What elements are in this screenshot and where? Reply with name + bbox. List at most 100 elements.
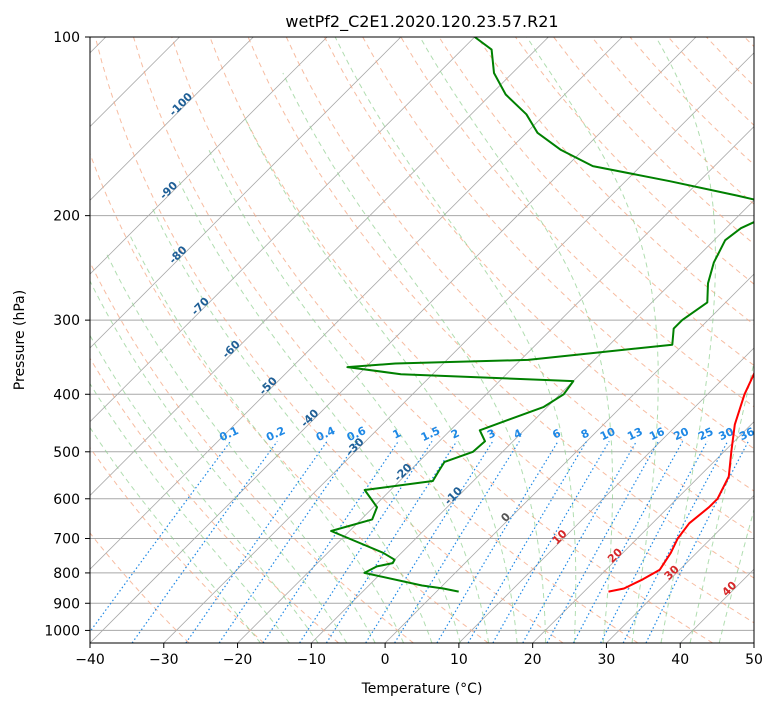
moist-adiabat-line xyxy=(526,37,659,643)
dry-adiabat-line xyxy=(514,37,754,285)
dry-adiabat-line xyxy=(209,37,754,624)
adiabat-temperature-label: -20 xyxy=(391,461,414,484)
dry-adiabat-line xyxy=(744,37,754,48)
adiabat-temperature-label: -90 xyxy=(157,179,180,202)
dry-adiabat-line xyxy=(438,37,754,367)
moist-adiabat-line xyxy=(242,114,518,643)
y-tick-label: 700 xyxy=(53,532,80,548)
isotherm-line xyxy=(90,37,475,423)
x-tick-label: 0 xyxy=(381,652,390,668)
isotherm-line xyxy=(90,37,328,275)
mixing-ratio-line xyxy=(90,440,231,633)
mixing-ratio-line xyxy=(394,440,520,643)
skewed-isotherms xyxy=(90,37,754,643)
x-axis-ticks: −40 −30 −20 −10 0 10 20 30 40 50 xyxy=(75,643,763,668)
isotherm-line xyxy=(90,37,549,497)
isotherm-line xyxy=(753,642,754,643)
mixing-ratio-label: 30 xyxy=(717,425,737,443)
moist-adiabat-line xyxy=(178,180,461,643)
y-tick-label: 1000 xyxy=(44,623,80,639)
moist-adiabat-line xyxy=(334,37,577,643)
x-tick-label: −30 xyxy=(149,652,179,668)
adiabat-temperature-label: -40 xyxy=(298,406,321,429)
y-tick-label: 100 xyxy=(53,30,80,46)
x-tick-label: 40 xyxy=(671,652,689,668)
dry-adiabat-line xyxy=(629,37,754,166)
mixing-ratio-label: 1.5 xyxy=(419,424,442,444)
dry-adiabat-line xyxy=(90,357,339,643)
moist-adiabat-line xyxy=(419,37,614,643)
isotherm-line xyxy=(679,568,754,643)
mixing-ratio-line xyxy=(522,440,638,643)
sounding-profiles xyxy=(330,37,754,593)
mixing-ratio-lines xyxy=(90,440,749,643)
moist-adiabat-line xyxy=(655,37,717,643)
x-tick-label: 10 xyxy=(450,652,468,668)
moist-adiabat-line xyxy=(152,208,433,643)
dry-adiabat-line xyxy=(706,37,754,87)
adiabat-temperature-label: 40 xyxy=(719,579,739,599)
adiabat-temperature-label: 20 xyxy=(605,545,625,565)
dry-adiabat-line xyxy=(90,261,414,643)
mixing-ratio-label: 13 xyxy=(625,425,644,443)
mixing-ratio-line xyxy=(365,440,494,643)
moist-adiabat-line xyxy=(208,149,490,643)
dry-adiabat-line xyxy=(90,152,489,643)
dry-adiabat-line xyxy=(171,37,713,643)
mixing-ratio-label: 1 xyxy=(391,427,403,442)
mixing-ratio-label: 0.2 xyxy=(264,424,287,444)
isotherm-line xyxy=(384,273,754,643)
adiabat-temperature-label: 10 xyxy=(550,527,570,547)
y-tick-label: 400 xyxy=(53,387,80,403)
adiabat-temperature-label: -80 xyxy=(166,243,189,266)
dry-adiabat-line xyxy=(362,37,754,450)
x-tick-label: −20 xyxy=(223,652,253,668)
x-tick-label: 20 xyxy=(524,652,542,668)
moist-adiabat-line xyxy=(718,507,754,643)
moist-adiabat-line xyxy=(105,251,376,643)
chart-title: wetPf2_C2E1.2020.120.23.57.R21 xyxy=(285,12,558,32)
mixing-ratio-label: 36 xyxy=(737,425,757,443)
dry-adiabat-line xyxy=(90,532,190,643)
moist-adiabat-line xyxy=(128,234,405,643)
y-tick-label: 600 xyxy=(53,492,80,508)
plot-area: 0.1 0.2 0.4 0.6 1 1.5 2 3 4 6 8 10 13 16 20 25 30 36-100-… xyxy=(90,37,757,643)
moist-adiabat-line xyxy=(282,72,547,643)
dry-adiabats xyxy=(90,37,754,643)
x-tick-label: −40 xyxy=(75,652,105,668)
dry-adiabat-line xyxy=(90,446,265,643)
y-tick-label: 300 xyxy=(53,313,80,329)
moist-adiabats xyxy=(90,37,754,643)
adiabat-temperature-label: 30 xyxy=(662,562,682,582)
mixing-ratio-label: 2 xyxy=(449,427,461,442)
isotherm-line xyxy=(532,421,754,643)
y-tick-label: 200 xyxy=(53,209,80,225)
adiabat-temperature-label: -70 xyxy=(189,295,212,318)
plot-frame xyxy=(89,36,755,644)
y-axis-label: Pressure (hPa) xyxy=(12,290,28,390)
mixing-ratio-line xyxy=(436,440,559,643)
mixing-ratio-line xyxy=(492,440,610,643)
x-axis-label: Temperature (°C) xyxy=(361,681,483,697)
mixing-ratio-label: 8 xyxy=(579,427,591,442)
isotherm-line xyxy=(237,125,754,643)
y-tick-label: 500 xyxy=(53,445,80,461)
dry-adiabat-line xyxy=(400,37,754,408)
x-tick-label: −10 xyxy=(297,652,327,668)
isotherm-line xyxy=(90,37,254,201)
dry-adiabat-line xyxy=(553,37,754,245)
mixing-ratio-label: 3 xyxy=(485,427,497,442)
moist-adiabat-line xyxy=(90,426,261,643)
isotherm-line xyxy=(90,37,402,349)
mixing-ratio-line xyxy=(218,440,359,643)
mixing-ratio-line xyxy=(185,440,328,643)
y-axis-ticks: 100 200 300 400 500 600 700 800 900 1000 xyxy=(44,30,90,639)
x-tick-label: 50 xyxy=(745,652,763,668)
moist-adiabat-line xyxy=(90,279,348,643)
dry-adiabat-line xyxy=(133,37,639,643)
pressure-gridlines xyxy=(90,37,754,631)
temperature-profile xyxy=(608,371,754,593)
isotherm-line xyxy=(90,37,697,643)
x-tick-label: 30 xyxy=(598,652,616,668)
